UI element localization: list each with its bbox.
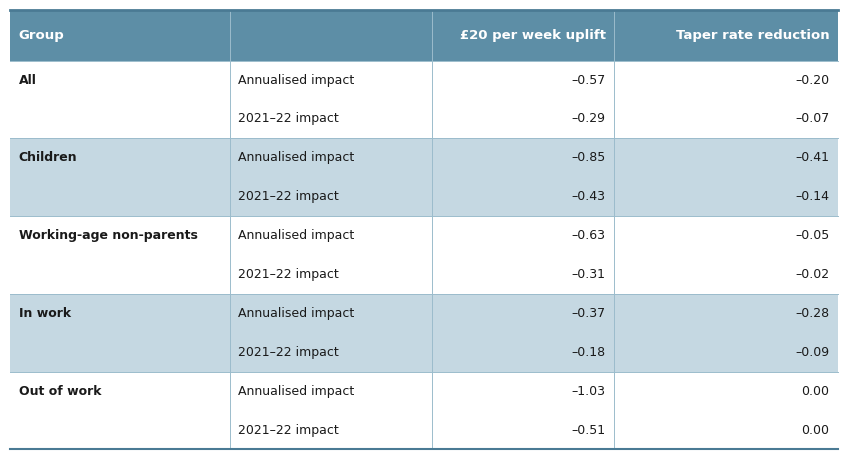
- Text: In work: In work: [19, 307, 70, 320]
- Text: –0.41: –0.41: [795, 151, 829, 165]
- Text: –0.18: –0.18: [572, 346, 605, 359]
- FancyBboxPatch shape: [10, 138, 838, 177]
- Text: Out of work: Out of work: [19, 384, 101, 398]
- Text: –1.03: –1.03: [572, 384, 605, 398]
- Text: Annualised impact: Annualised impact: [238, 384, 354, 398]
- FancyBboxPatch shape: [10, 10, 838, 61]
- Text: –0.57: –0.57: [572, 74, 605, 87]
- Text: –0.20: –0.20: [795, 74, 829, 87]
- Text: –0.31: –0.31: [572, 268, 605, 281]
- FancyBboxPatch shape: [10, 61, 838, 100]
- FancyBboxPatch shape: [10, 216, 838, 255]
- Text: Working-age non-parents: Working-age non-parents: [19, 229, 198, 242]
- Text: 0.00: 0.00: [801, 424, 829, 437]
- Text: 2021–22 impact: 2021–22 impact: [238, 424, 338, 437]
- Text: 0.00: 0.00: [801, 384, 829, 398]
- FancyBboxPatch shape: [10, 177, 838, 216]
- Text: £20 per week uplift: £20 per week uplift: [460, 29, 605, 42]
- Text: Annualised impact: Annualised impact: [238, 307, 354, 320]
- Text: Annualised impact: Annualised impact: [238, 74, 354, 87]
- Text: –0.85: –0.85: [572, 151, 605, 165]
- Text: Annualised impact: Annualised impact: [238, 229, 354, 242]
- Text: Group: Group: [19, 29, 64, 42]
- FancyBboxPatch shape: [10, 411, 838, 449]
- Text: 2021–22 impact: 2021–22 impact: [238, 346, 338, 359]
- Text: All: All: [19, 74, 36, 87]
- Text: –0.02: –0.02: [795, 268, 829, 281]
- Text: Taper rate reduction: Taper rate reduction: [676, 29, 829, 42]
- Text: –0.37: –0.37: [572, 307, 605, 320]
- Text: –0.63: –0.63: [572, 229, 605, 242]
- Text: –0.09: –0.09: [795, 346, 829, 359]
- Text: –0.51: –0.51: [572, 424, 605, 437]
- Text: –0.29: –0.29: [572, 112, 605, 125]
- Text: –0.28: –0.28: [795, 307, 829, 320]
- Text: –0.05: –0.05: [795, 229, 829, 242]
- Text: –0.14: –0.14: [795, 190, 829, 203]
- FancyBboxPatch shape: [10, 372, 838, 411]
- Text: 2021–22 impact: 2021–22 impact: [238, 268, 338, 281]
- FancyBboxPatch shape: [10, 100, 838, 138]
- Text: 2021–22 impact: 2021–22 impact: [238, 190, 338, 203]
- FancyBboxPatch shape: [10, 333, 838, 372]
- Text: –0.07: –0.07: [795, 112, 829, 125]
- FancyBboxPatch shape: [10, 294, 838, 333]
- Text: –0.43: –0.43: [572, 190, 605, 203]
- Text: Annualised impact: Annualised impact: [238, 151, 354, 165]
- Text: 2021–22 impact: 2021–22 impact: [238, 112, 338, 125]
- Text: Children: Children: [19, 151, 77, 165]
- FancyBboxPatch shape: [10, 255, 838, 294]
